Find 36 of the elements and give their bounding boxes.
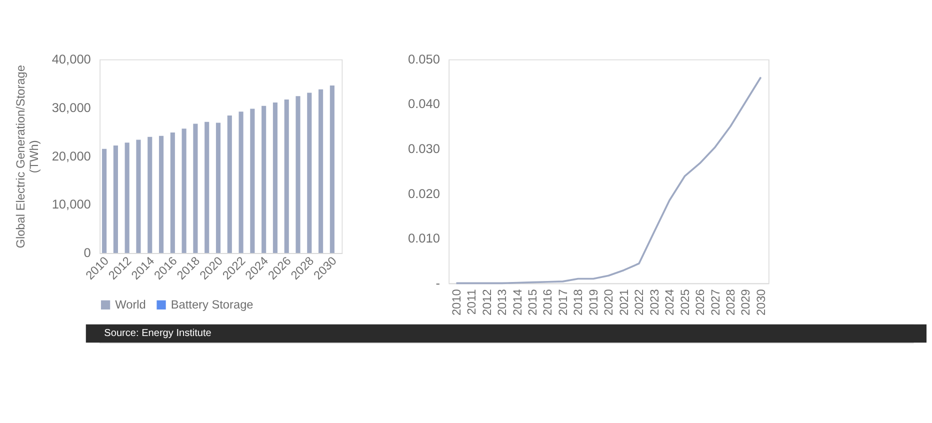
x-tick-label: 2021	[616, 288, 631, 316]
y-axis-title: Global Electric Generation/Storage (TWh)	[13, 64, 42, 248]
y-tick-label: 0.010	[408, 230, 440, 246]
y-tick-label: 0.050	[408, 51, 440, 66]
legend-label: World	[115, 298, 146, 312]
y-tick-label: 0.020	[408, 186, 440, 201]
x-tick-label: 2012	[480, 289, 494, 316]
y-tick-label: -	[436, 275, 440, 290]
x-tick-label: 2024	[662, 288, 677, 316]
y-tick-label: 30,000	[52, 100, 91, 115]
x-tick-label: 2028	[723, 288, 738, 316]
x-tick-label: 2017	[556, 289, 570, 316]
x-tick-label: 2030	[754, 288, 768, 316]
y-tick-label: 20,000	[52, 148, 91, 164]
y-tick-label: 0.030	[408, 141, 440, 156]
x-tick-label: 2022	[632, 289, 646, 316]
y-tick-label: 10,000	[52, 196, 91, 212]
x-tick-label: 2014	[510, 288, 524, 316]
legend-label: Battery Storage	[170, 298, 254, 312]
y-tick-label: 40,000	[52, 51, 91, 66]
y-tick-label: 0.040	[408, 96, 440, 112]
x-tick-label: 2010	[449, 288, 464, 316]
x-tick-label: 2015	[526, 288, 540, 316]
x-tick-label: 2013	[495, 288, 510, 316]
source-note: Source: Energy Institute	[104, 328, 212, 340]
x-tick-label: 2029	[738, 288, 753, 316]
x-tick-label: 2026	[693, 288, 708, 316]
x-tick-label: 2023	[647, 288, 662, 316]
x-tick-label: 2019	[586, 288, 600, 316]
y-tick-label: 0	[84, 245, 91, 260]
x-tick-label: 2016	[540, 288, 555, 316]
x-tick-label: 2018	[571, 288, 586, 316]
x-tick-label: 2025	[678, 288, 692, 316]
x-tick-label: 2011	[464, 288, 479, 315]
x-tick-label: 2020	[602, 288, 616, 316]
x-tick-label: 2027	[708, 289, 722, 316]
